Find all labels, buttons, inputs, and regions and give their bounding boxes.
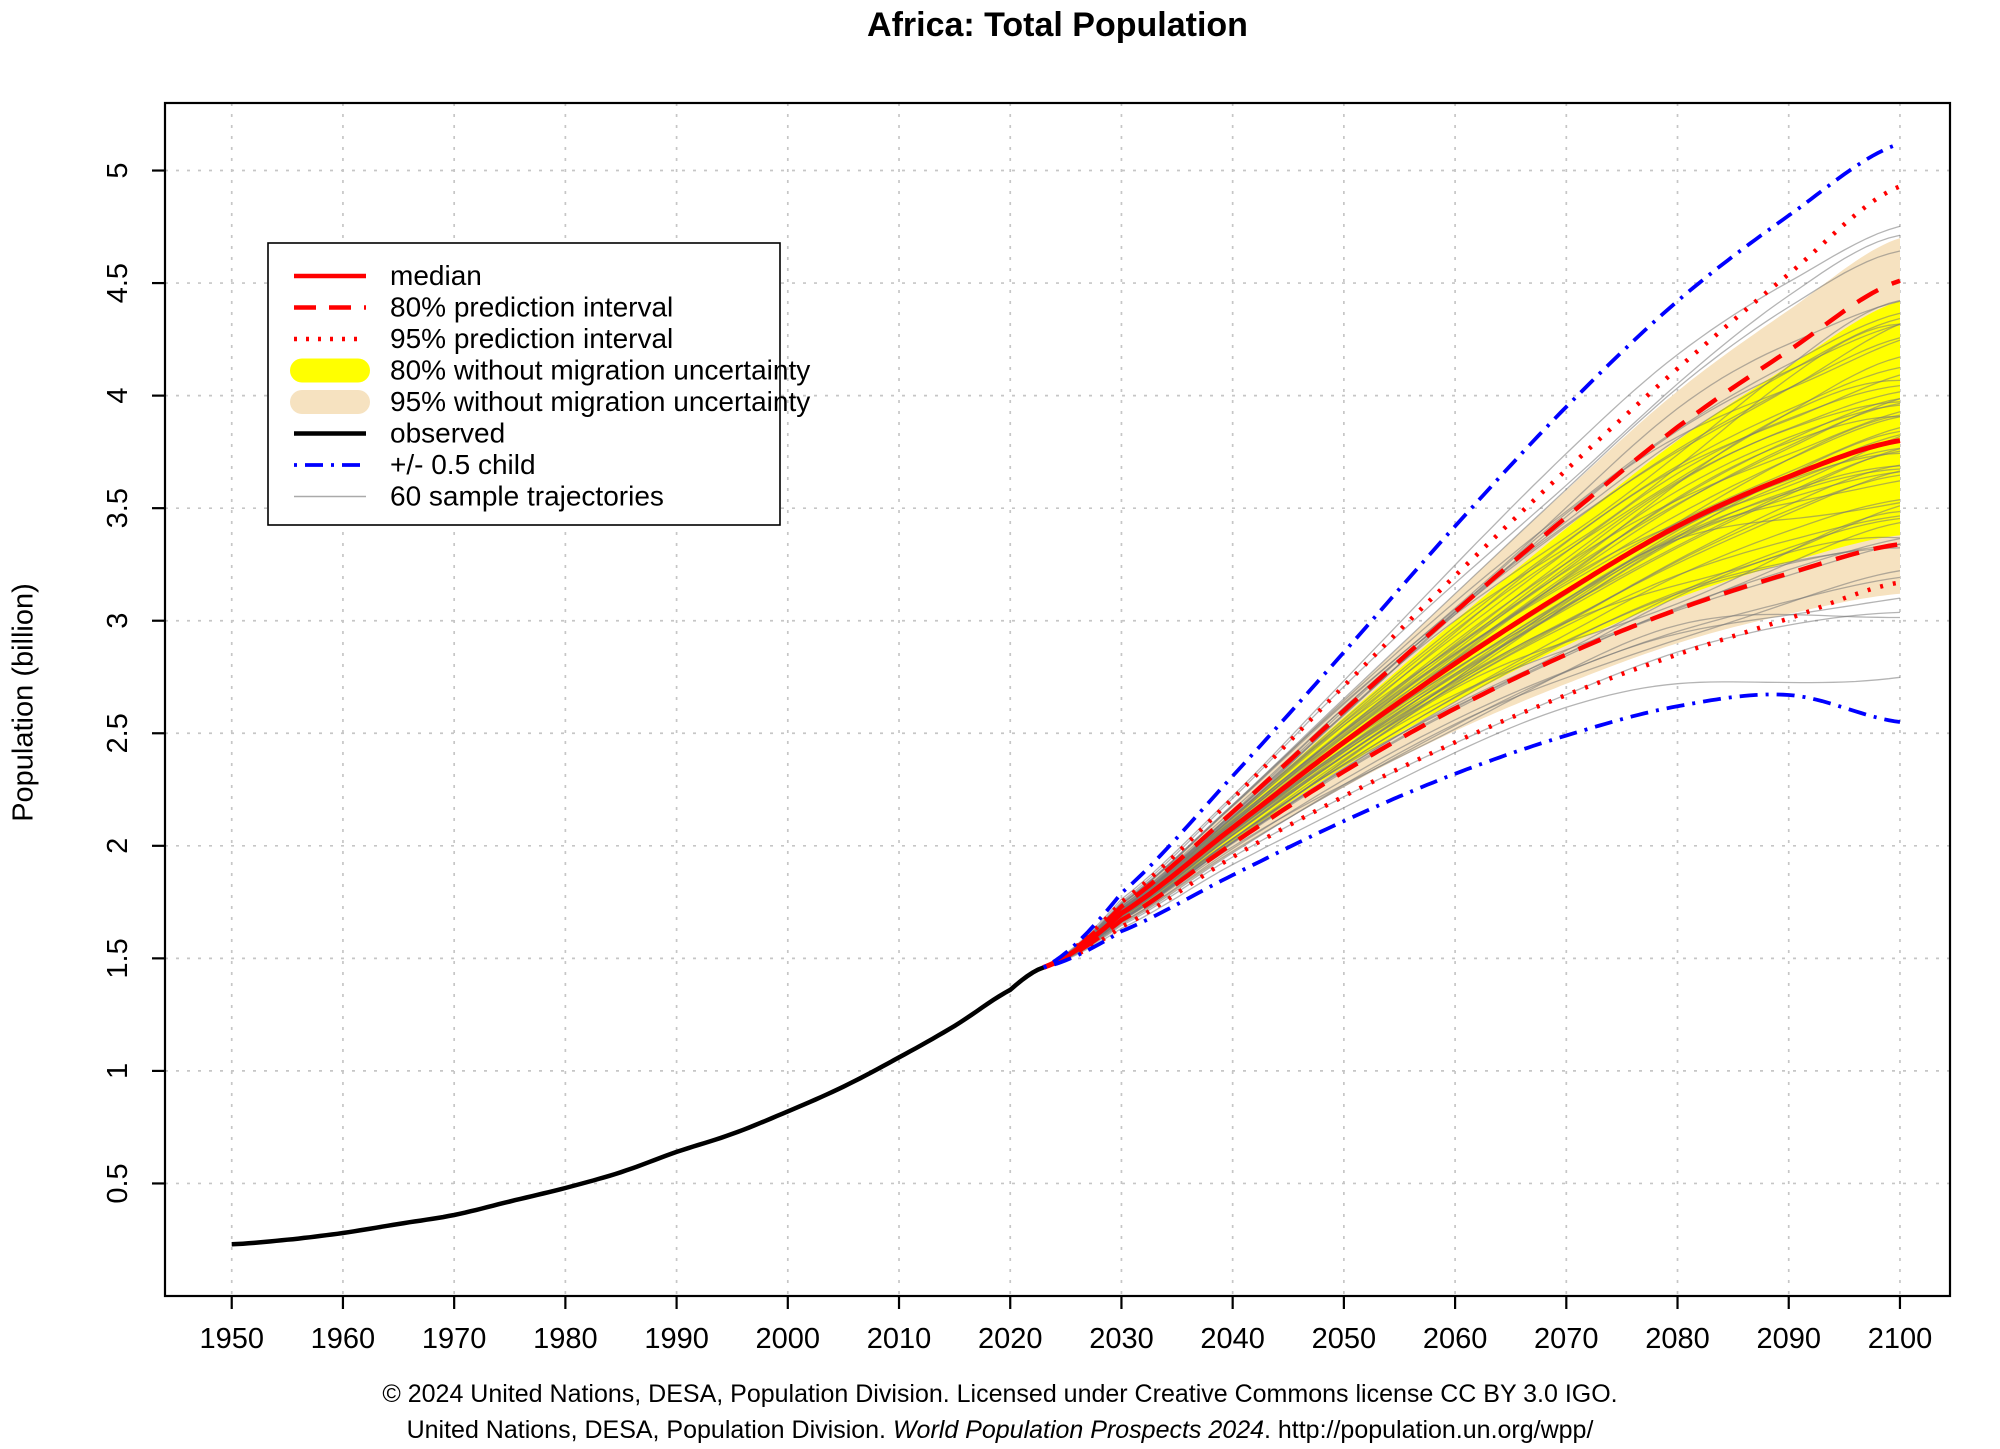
legend-label: median — [390, 260, 482, 291]
legend-label: 80% prediction interval — [390, 292, 673, 323]
y-tick-label: 2.5 — [102, 713, 134, 753]
legend-swatch-band — [290, 358, 370, 383]
legend-label: 80% without migration uncertainty — [390, 355, 810, 386]
line-plus-half-child — [1042, 141, 1901, 970]
x-tick-label: 2020 — [978, 1323, 1043, 1355]
x-tick-label: 2040 — [1200, 1323, 1265, 1355]
x-tick-label: 1980 — [533, 1323, 598, 1355]
line-80-lower — [1042, 541, 1901, 970]
x-tick-label: 2100 — [1868, 1323, 1933, 1355]
x-tick-label: 1950 — [199, 1323, 264, 1355]
legend-label: 60 sample trajectories — [390, 481, 664, 512]
legend-label: 95% prediction interval — [390, 323, 673, 354]
y-tick-label: 0.5 — [102, 1163, 134, 1203]
legend-label: +/- 0.5 child — [390, 449, 536, 480]
x-tick-label: 1990 — [644, 1323, 709, 1355]
x-tick-label: 2080 — [1645, 1323, 1710, 1355]
y-tick-label: 4.5 — [102, 263, 134, 303]
x-tick-label: 2070 — [1534, 1323, 1599, 1355]
legend-label: observed — [390, 418, 505, 449]
plot-border — [163, 101, 1952, 1298]
footer-line-2: United Nations, DESA, Population Divisio… — [406, 1416, 1594, 1444]
x-tick-label: 2010 — [867, 1323, 932, 1355]
legend-swatch-band — [290, 390, 370, 414]
x-tick-label: 2000 — [756, 1323, 821, 1355]
legend-label: 95% without migration uncertainty — [390, 386, 810, 417]
x-tick-label: 2090 — [1756, 1323, 1821, 1355]
y-tick-label: 5 — [102, 162, 134, 178]
line-95-lower — [1042, 580, 1901, 970]
x-tick-label: 2030 — [1089, 1323, 1154, 1355]
legend-box — [267, 242, 781, 526]
y-tick-label: 3 — [102, 613, 134, 629]
line-median — [1042, 438, 1901, 970]
footer-line-1: © 2024 United Nations, DESA, Population … — [382, 1380, 1618, 1408]
axis-ticks-and-labels: 1950 1960 1970 1980 1990 2000 2010 2020 2030 2040… — [102, 162, 1932, 1355]
y-tick-label: 4 — [102, 388, 134, 404]
y-tick-label: 2 — [102, 838, 134, 854]
y-tick-label: 1 — [102, 1063, 134, 1079]
y-tick-label: 1.5 — [102, 938, 134, 978]
chart-title: Africa: Total Population — [867, 6, 1248, 44]
line-80-upper — [1042, 278, 1901, 970]
chart-footer: © 2024 United Nations, DESA, Population … — [0, 1376, 2000, 1448]
y-tick-label: 3.5 — [102, 488, 134, 528]
line-minus-half-child — [1043, 692, 1901, 970]
x-tick-label: 1970 — [422, 1323, 487, 1355]
x-tick-label: 2060 — [1423, 1323, 1488, 1355]
x-tick-label: 2050 — [1312, 1323, 1377, 1355]
x-tick-label: 1960 — [311, 1323, 376, 1355]
line-observed — [231, 965, 1045, 1247]
